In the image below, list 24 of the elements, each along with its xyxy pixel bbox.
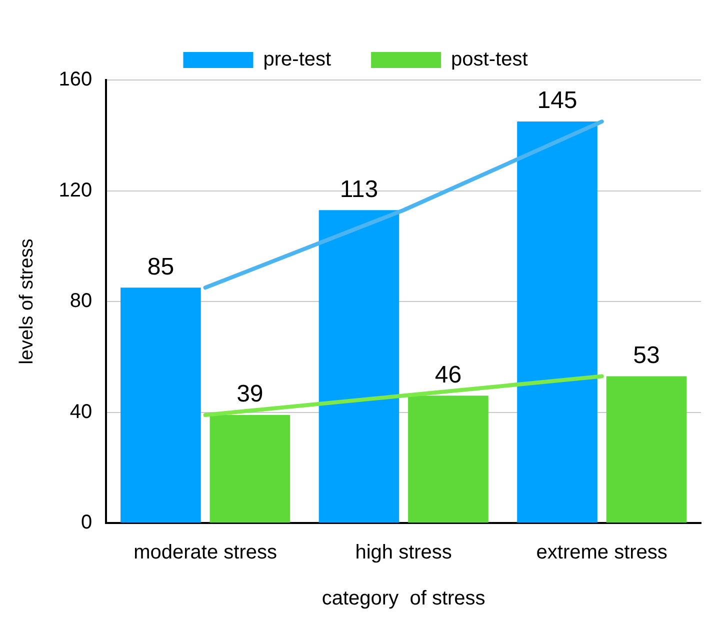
data-label: 85 — [147, 253, 174, 280]
y-tick-label: 40 — [70, 400, 92, 423]
legend-label: pre-test — [263, 48, 332, 71]
data-label: 53 — [633, 342, 660, 369]
bar — [606, 376, 687, 522]
bar — [517, 122, 598, 522]
legend-label: post-test — [451, 48, 528, 71]
bar — [318, 210, 400, 522]
data-label: 145 — [537, 87, 578, 114]
data-label: 46 — [434, 361, 462, 388]
bar — [408, 396, 488, 522]
data-label: 113 — [340, 176, 378, 203]
x-tick-label: high stress — [355, 542, 452, 564]
y-tick-label: 120 — [58, 179, 92, 202]
y-tick-label: 0 — [81, 512, 92, 534]
y-axis-title: levels of stress — [16, 238, 38, 364]
x-tick-label: moderate stress — [134, 542, 278, 564]
bar — [120, 288, 201, 522]
x-axis-title: category of stress — [322, 588, 486, 610]
y-tick-label: 160 — [58, 68, 92, 91]
data-label: 39 — [236, 380, 264, 408]
bar — [210, 415, 290, 522]
x-tick-label: extreme stress — [536, 542, 668, 564]
y-tick-label: 80 — [70, 290, 92, 312]
